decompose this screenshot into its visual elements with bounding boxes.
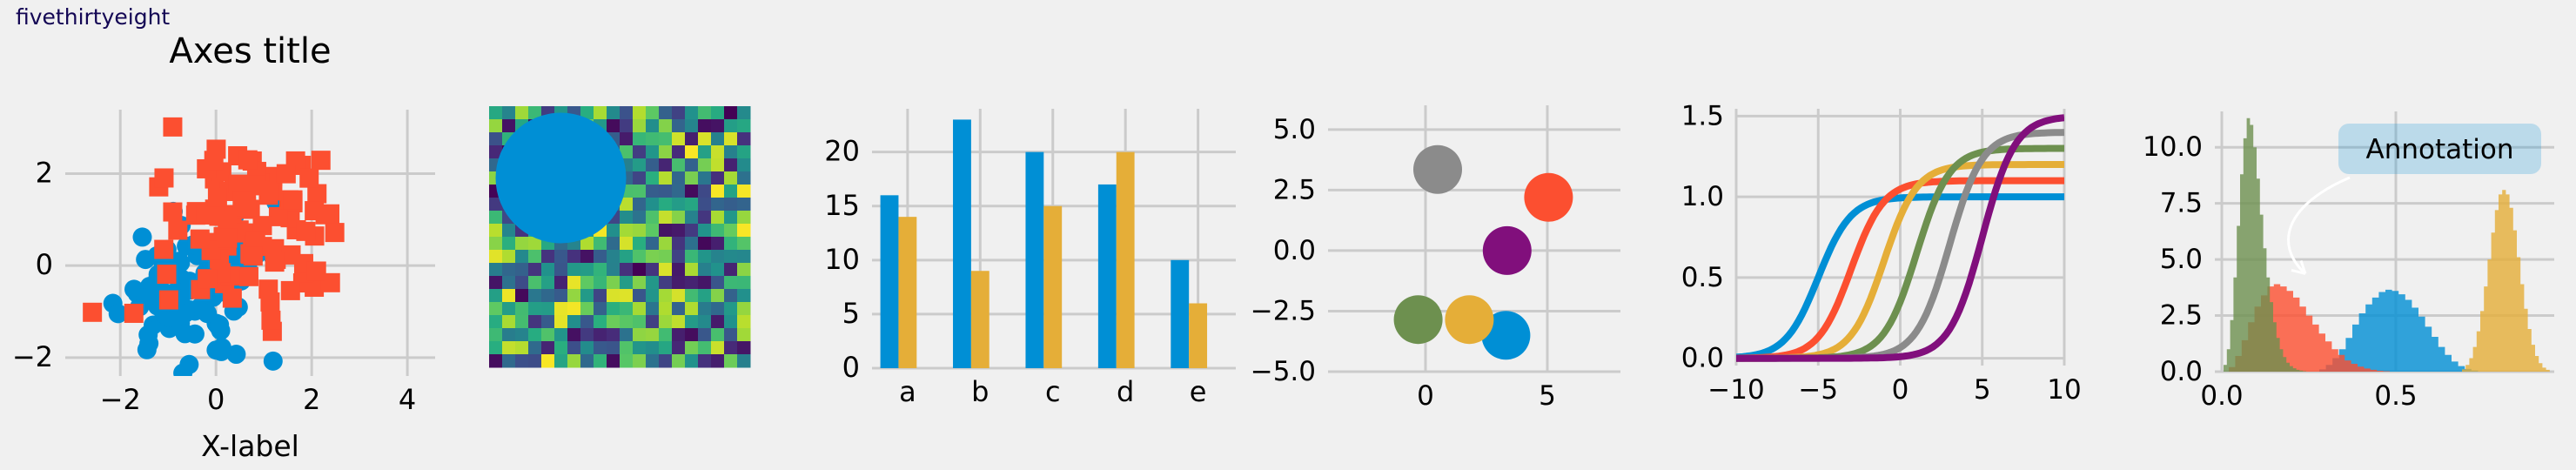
hist-beta-4-12 <box>2229 284 2390 372</box>
x-tick-label: 5 <box>1974 374 1991 406</box>
tick-labels: −2 0 2 4 2 0 −2 <box>12 156 416 416</box>
y-tick-label: 5.0 <box>2160 244 2203 275</box>
y-tick-label: −5.0 <box>1251 356 1316 387</box>
annotation: Annotation <box>2287 124 2541 275</box>
bar <box>1025 151 1044 368</box>
y-tick-label: 7.5 <box>2160 188 2203 219</box>
y-tick-label: 5 <box>842 297 860 330</box>
bar <box>1116 151 1135 368</box>
y-tick-label: 0.0 <box>1681 343 1724 374</box>
grid <box>65 110 435 376</box>
y-tick-label: 0 <box>36 248 53 281</box>
y-tick-label: 0.5 <box>1681 262 1724 293</box>
bar-series-series-2 <box>898 151 1208 368</box>
x-tick-label: d <box>1117 375 1134 408</box>
sigmoid-blue <box>1736 193 2064 361</box>
x-tick-label: e <box>1190 375 1207 408</box>
y-tick-label: 0 <box>842 351 860 384</box>
y-tick-label: 0.0 <box>2160 356 2203 387</box>
bar <box>880 195 899 368</box>
y-tick-label: −2.5 <box>1251 295 1316 326</box>
circle-blue <box>1481 311 1531 360</box>
y-tick-label: 10.0 <box>2143 131 2203 163</box>
annotation-arrow <box>2287 176 2351 275</box>
annotation-box <box>2338 124 2541 174</box>
x-tick-label: −5 <box>1798 374 1838 406</box>
sigmoid-purple <box>1736 114 2064 362</box>
x-axis-label: X-label <box>201 429 299 463</box>
annotation-text: Annotation <box>2365 134 2513 165</box>
circle-green <box>1393 295 1443 345</box>
bar <box>898 217 917 368</box>
x-tick-label: b <box>971 375 989 408</box>
bar <box>1189 303 1208 368</box>
y-tick-label: 2.5 <box>1273 174 1316 205</box>
tick-labels: 0.0 0.5 0.0 2.5 5.0 7.5 10.0 <box>2143 131 2418 412</box>
x-tick-label: a <box>899 375 916 408</box>
x-tick-label: 10 <box>2047 374 2081 406</box>
sigmoid-gray <box>1736 129 2064 362</box>
hist-beta-6-55 <box>2224 118 2306 372</box>
sigmoid-red <box>1736 177 2064 362</box>
x-tick-label: 0.5 <box>2374 380 2417 412</box>
annotation-arrowhead <box>2291 259 2307 275</box>
y-tick-label: 1.5 <box>1681 100 1724 131</box>
grid <box>2215 111 2554 373</box>
y-tick-label: 5.0 <box>1273 114 1316 145</box>
bar <box>1043 205 1063 368</box>
bar <box>953 119 971 368</box>
hist-beta-50-12 <box>2462 190 2550 372</box>
series-blue-circles <box>103 192 286 376</box>
y-tick-label: 2.5 <box>2160 300 2203 332</box>
circle-patch <box>495 112 627 244</box>
bar <box>1097 184 1117 368</box>
series-red-squares <box>83 117 345 341</box>
x-tick-label: 2 <box>303 383 320 416</box>
y-tick-label: 20 <box>824 135 860 168</box>
y-tick-label: 2 <box>36 156 53 189</box>
x-tick-label: −2 <box>100 383 141 416</box>
y-tick-label: 15 <box>824 189 860 222</box>
sigmoid-lines <box>1736 114 2064 362</box>
x-tick-label: 0 <box>207 383 225 416</box>
x-tick-label: 0.0 <box>2200 380 2243 412</box>
x-tick-label: 4 <box>399 383 416 416</box>
tick-labels: a b c d e 0 5 10 15 20 <box>824 135 1206 408</box>
x-tick-label: 5 <box>1539 380 1556 412</box>
y-tick-label: 10 <box>824 243 860 276</box>
x-tick-label: 0 <box>1417 380 1434 412</box>
circle-gray <box>1413 144 1462 194</box>
image-cells <box>489 106 751 368</box>
colored-circles <box>1393 144 1573 360</box>
circle-yellow <box>1445 295 1494 345</box>
tick-labels: 0 5 5.0 2.5 0.0 −2.5 −5.0 <box>1251 114 1556 412</box>
grid <box>872 109 1236 370</box>
bar <box>1171 259 1190 368</box>
x-tick-label: 0 <box>1892 374 1909 406</box>
circle-purple <box>1482 225 1532 275</box>
grid <box>1734 109 2066 366</box>
bar-series-series-1 <box>880 119 1190 368</box>
hist-beta-10-10 <box>2319 289 2479 372</box>
bar <box>970 271 989 368</box>
y-tick-label: 0.0 <box>1273 235 1316 266</box>
grid <box>1328 105 1620 373</box>
tick-labels: −10 −5 0 5 10 0.0 0.5 1.0 1.5 <box>1681 100 2082 406</box>
axes-title: Axes title <box>169 31 331 71</box>
x-tick-label: c <box>1045 375 1061 408</box>
x-tick-label: −10 <box>1707 374 1764 406</box>
y-tick-label: 1.0 <box>1681 181 1724 212</box>
style-label: fivethirtyeight <box>16 4 171 30</box>
sigmoid-green <box>1736 144 2064 362</box>
y-tick-label: −2 <box>12 340 53 373</box>
sigmoid-yellow <box>1736 161 2064 362</box>
circle-red <box>1524 172 1573 222</box>
